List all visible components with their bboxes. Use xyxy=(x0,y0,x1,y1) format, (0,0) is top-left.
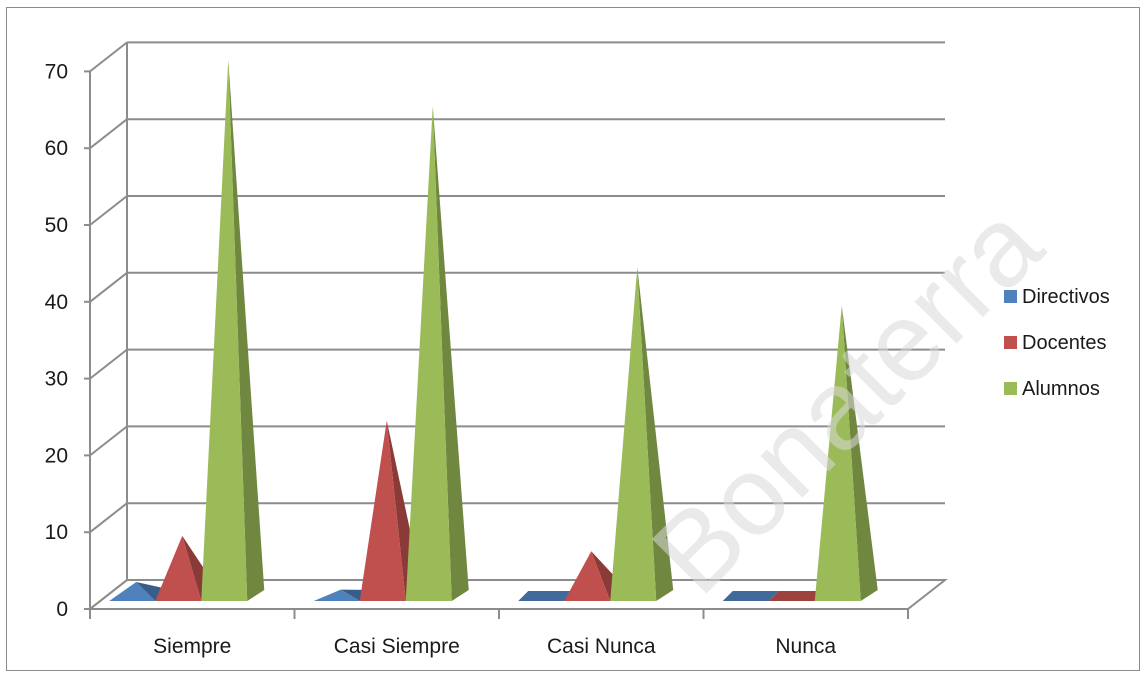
gridline-side xyxy=(90,119,127,148)
pyramid-mark xyxy=(201,60,264,601)
y-tick-label: 40 xyxy=(45,291,68,314)
legend-label: Docentes xyxy=(1022,332,1107,354)
x-category-label: Nunca xyxy=(775,635,836,658)
gridline-side xyxy=(90,196,127,225)
y-tick-label: 70 xyxy=(45,60,68,83)
chart-walls xyxy=(90,42,127,609)
gridline-side xyxy=(90,426,127,455)
gridline-side xyxy=(90,273,127,302)
pyramid-mark xyxy=(406,106,469,601)
x-category-label: Casi Siempre xyxy=(334,635,460,658)
y-tick-label: 50 xyxy=(45,214,68,237)
y-tick-label: 0 xyxy=(56,598,68,621)
gridline-side xyxy=(90,350,127,379)
legend-swatch xyxy=(1004,382,1017,395)
y-tick-label: 10 xyxy=(45,521,68,544)
x-axis: Siempre Casi Siempre Casi Nunca Nunca xyxy=(90,609,908,658)
x-category-label: Siempre xyxy=(153,635,231,658)
gridline xyxy=(90,42,945,71)
y-tick-label: 30 xyxy=(45,368,68,391)
y-tick-label: 60 xyxy=(45,137,68,160)
x-category-label: Casi Nunca xyxy=(547,635,656,658)
legend-swatch xyxy=(1004,336,1017,349)
gridline-side xyxy=(90,42,127,71)
gridline xyxy=(90,119,945,148)
y-tick-label: 20 xyxy=(45,444,68,467)
legend-label: Alumnos xyxy=(1022,378,1100,400)
gridline xyxy=(90,196,945,225)
y-axis: 0 10 20 30 40 50 60 70 xyxy=(45,60,90,621)
gridline-side xyxy=(90,503,127,532)
